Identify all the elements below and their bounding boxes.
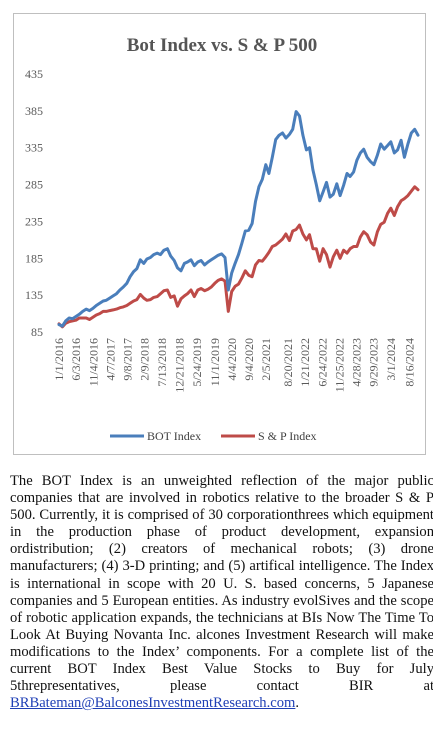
y-tick-label: 285 — [25, 178, 43, 192]
x-tick-label: 8/20/2021 — [281, 338, 295, 387]
x-tick-label: 4/7/2017 — [103, 338, 117, 381]
contact-email-link[interactable]: BRBateman@BalconesInvestmentResearch.com — [10, 695, 296, 712]
y-tick-label: 185 — [25, 251, 43, 265]
y-axis-ticks: 85 135 185 235 285 335 385 435 — [25, 67, 43, 339]
x-tick-label: 12/21/2018 — [173, 338, 187, 393]
description-body: The BOT Index is an unweighted reflectio… — [10, 473, 433, 695]
y-tick-label: 435 — [25, 67, 43, 81]
x-tick-label: 6/24/2022 — [315, 338, 329, 387]
x-tick-label: 4/4/2020 — [225, 338, 239, 381]
series-line-bot-index — [57, 110, 420, 328]
x-tick-label: 11/4/2016 — [86, 338, 100, 386]
legend-label: S & P Index — [258, 429, 317, 443]
y-tick-label: 135 — [25, 288, 43, 302]
legend: BOT Index S & P Index — [110, 429, 317, 443]
legend-label: BOT Index — [147, 429, 201, 443]
series-lines — [57, 110, 420, 329]
x-tick-label: 11/1/2019 — [208, 338, 222, 386]
x-tick-label: 9/29/2023 — [367, 338, 381, 387]
x-tick-label: 2/9/2018 — [138, 338, 152, 381]
series-line-s-p-index — [57, 185, 420, 329]
x-tick-label: 1/1/2016 — [52, 338, 66, 381]
chart-title: Bot Index vs. S & P 500 — [127, 35, 318, 56]
x-tick-label: 2/5/2021 — [259, 338, 273, 381]
x-tick-label: 9/4/2020 — [242, 338, 256, 381]
x-tick-label: 8/16/2024 — [403, 338, 417, 387]
x-axis-ticks: 1/1/2016 6/3/2016 11/4/2016 4/7/2017 9/8/201… — [52, 338, 417, 393]
y-tick-label: 335 — [25, 141, 43, 155]
x-tick-label: 11/25/2022 — [332, 338, 346, 392]
x-tick-label: 1/21/2022 — [298, 338, 312, 387]
x-tick-label: 4/28/2023 — [350, 338, 364, 387]
x-tick-label: 5/24/2019 — [190, 338, 204, 387]
x-tick-label: 3/1/2024 — [384, 338, 398, 381]
x-tick-label: 9/8/2017 — [121, 338, 135, 381]
description-text: The BOT Index is an unweighted reflectio… — [10, 473, 433, 712]
description-end: . — [295, 695, 300, 712]
bot-vs-sp-chart: Bot Index vs. S & P 500 85 135 185 235 285 33… — [25, 35, 420, 443]
chart-container: Bot Index vs. S & P 500 85 135 185 235 285 33… — [13, 13, 426, 455]
y-tick-label: 85 — [31, 325, 43, 339]
y-tick-label: 385 — [25, 104, 43, 118]
x-tick-label: 6/3/2016 — [69, 338, 83, 381]
x-tick-label: 7/13/2018 — [155, 338, 169, 387]
y-tick-label: 235 — [25, 214, 43, 228]
